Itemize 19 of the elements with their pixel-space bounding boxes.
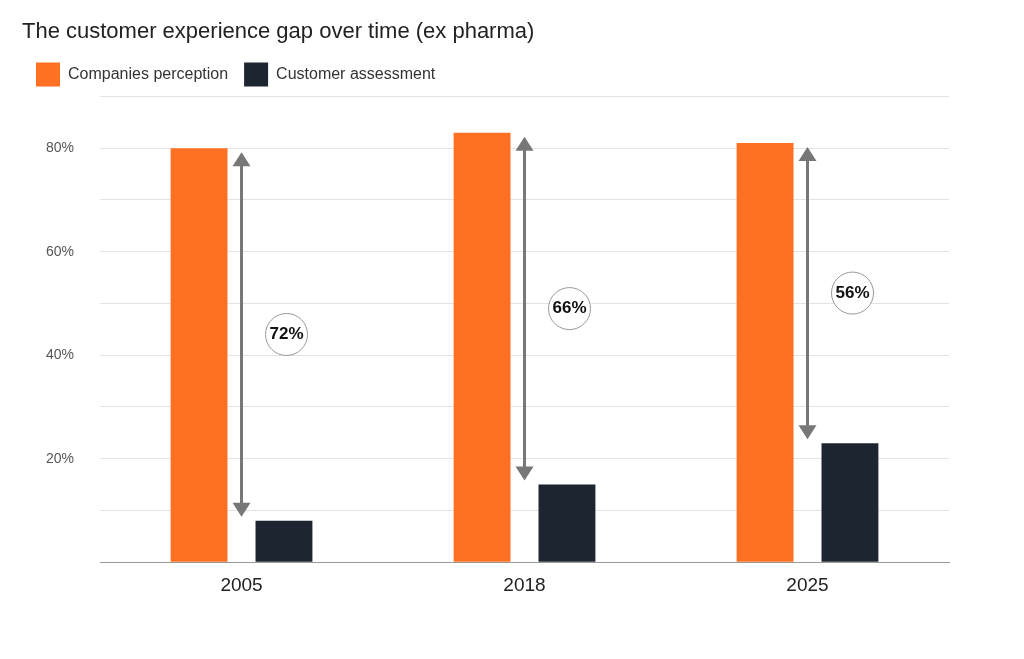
- chart-title: The customer experience gap over time (ex pharma): [22, 18, 535, 44]
- bar: [538, 484, 596, 562]
- y-tick-label: 20%: [45, 449, 75, 466]
- bar: [255, 520, 313, 562]
- annotation: 72%: [269, 324, 304, 344]
- x-tick-label: 2025: [786, 573, 829, 595]
- y-tick-label: 80%: [45, 139, 75, 156]
- annotation: 66%: [552, 298, 587, 318]
- x-tick-label: 2005: [220, 573, 263, 595]
- y-tick-label: 40%: [45, 346, 75, 363]
- legend-label: Customer assessment: [276, 64, 436, 82]
- bar: [821, 443, 879, 562]
- annotation: 56%: [835, 282, 870, 302]
- legend-label: Companies perception: [68, 64, 229, 82]
- bar: [170, 148, 228, 562]
- y-tick-label: 60%: [45, 242, 75, 259]
- x-tick-label: 2018: [503, 573, 546, 595]
- bar: [736, 142, 794, 562]
- bar: [453, 132, 511, 562]
